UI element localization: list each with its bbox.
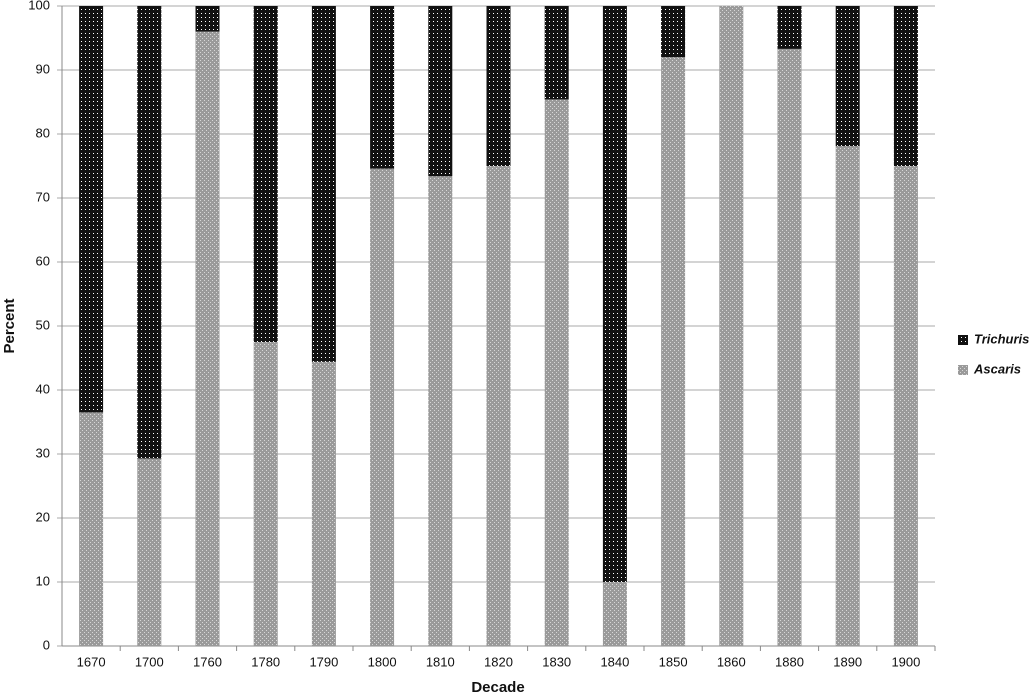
bar-segment [602,6,627,582]
y-tick-label: 60 [36,253,50,268]
y-tick-label: 90 [36,61,50,76]
y-tick-label: 20 [36,509,50,524]
x-tick-label: 1800 [368,654,397,669]
bar-segment [79,6,104,413]
bar-segment [137,6,162,459]
x-tick-label: 1670 [77,654,106,669]
bar-segment [79,412,104,646]
y-axis-title: Percent [1,298,18,353]
bar-segment [777,48,802,646]
y-tick-label: 40 [36,381,50,396]
y-tick-label: 0 [43,637,50,652]
bar-segment [661,6,686,58]
bar-segment [370,6,395,169]
x-tick-label: 1830 [542,654,571,669]
x-tick-label: 1700 [135,654,164,669]
bar-segment [486,166,511,646]
y-tick-label: 80 [36,125,50,140]
bar-segment [602,582,627,646]
bar-segment [195,6,220,32]
bar-segment [661,57,686,646]
bar-segment [311,6,336,362]
bar-segment [370,168,395,646]
x-tick-label: 1850 [659,654,688,669]
bar-segment [428,176,453,647]
bar-segment [428,6,453,177]
x-tick-label: 1790 [309,654,338,669]
bar-segment [893,166,918,646]
y-tick-label: 70 [36,189,50,204]
bar-segment [253,342,278,646]
x-tick-label: 1820 [484,654,513,669]
bar-segment [311,361,336,646]
bar-segment [835,6,860,147]
bar-segment [893,6,918,166]
x-tick-label: 1840 [600,654,629,669]
bar-segment [777,6,802,49]
y-tick-label: 50 [36,317,50,332]
x-tick-label: 1860 [717,654,746,669]
y-tick-label: 10 [36,573,50,588]
bar-segment [486,6,511,166]
x-tick-label: 1900 [891,654,920,669]
legend-swatch [958,335,968,345]
bar-segment [195,31,220,647]
x-axis-title: Decade [471,679,524,696]
bar-segment [719,6,744,646]
bar-segment [544,6,569,100]
bar-segment [253,6,278,342]
x-tick-label: 1890 [833,654,862,669]
bar-segment [835,146,860,646]
x-tick-label: 1760 [193,654,222,669]
bar-segment [137,458,162,646]
legend-label: Ascaris [973,361,1021,376]
x-tick-label: 1810 [426,654,455,669]
legend-swatch [958,365,968,375]
x-tick-label: 1780 [251,654,280,669]
legend-label: Trichuris [974,331,1029,346]
y-tick-label: 100 [28,0,50,12]
y-tick-label: 30 [36,445,50,460]
x-tick-label: 1880 [775,654,804,669]
bar-segment [544,99,569,646]
